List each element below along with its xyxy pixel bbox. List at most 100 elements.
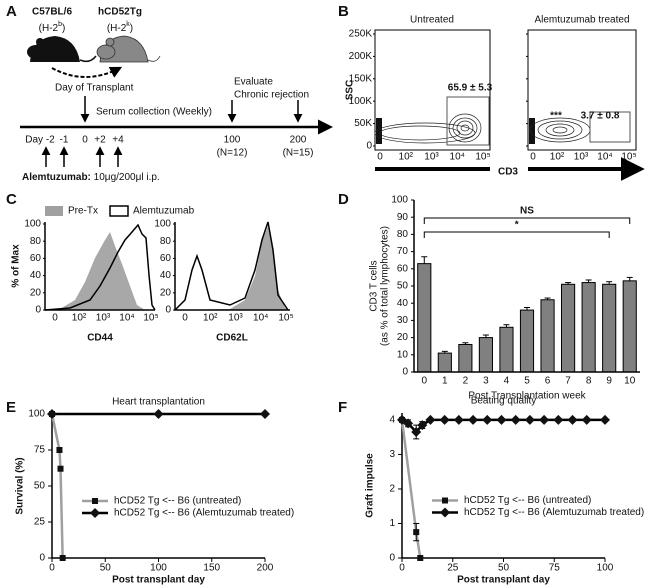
mouse-gray [96,35,161,63]
y-tick-label: 100 [28,409,45,420]
x-tick-label: 100 [597,563,614,574]
y-tick-label: 0 [389,553,395,564]
mouse-black [27,36,97,63]
n-label: (N=12) [217,148,248,159]
x-tick-label: 10⁴ [597,152,612,163]
histogram [45,232,145,310]
y-tick-label: 1 [389,518,395,529]
y-tick-label: 4 [389,415,395,426]
panel-label: B [338,3,349,20]
marker [56,447,63,453]
marker [581,414,592,425]
panel-label: E [6,399,16,416]
marker [600,414,610,425]
marker [153,409,164,419]
x-tick-label: 0 [399,563,405,574]
hap-end: ) [130,23,133,34]
x-tick-label: 10 [624,376,636,387]
x-tick-label: 10⁵ [143,313,158,324]
x-tick-label: 0 [49,563,55,574]
y-tick-label: 80 [397,229,409,240]
gate [446,96,490,146]
marker [425,414,436,425]
bar [561,283,576,373]
y-tick-label: 20 [397,332,409,343]
y-tick-label: 50 [397,281,409,292]
panel-c: C Pre-Tx Alemtuzumab % of Max CD44 CD62L… [6,191,294,344]
marker [468,414,479,425]
marker [59,555,66,561]
histogram [174,221,289,311]
x-tick-label: 10⁵ [621,152,636,163]
y-axis-label: Survival (%) [15,457,26,514]
y-tick-label: 0 [366,141,372,152]
y-tick-label: 40 [160,270,172,281]
x-tick-label: 10⁴ [119,313,134,324]
timeline-labels: Day -2 -1 0 +2 +4 100 200 [25,135,307,146]
x-tick-label: 10³ [96,313,111,324]
bar [499,326,514,373]
legend-marker [442,497,448,504]
y-tick-label: 150K [349,73,373,84]
plot-title: Untreated [410,15,454,26]
plot-frame [374,29,491,151]
evaluate-label: Evaluate [234,77,273,88]
x-tick-label: 10² [399,152,414,163]
x-tick-label: 7 [565,376,571,387]
drug: Alemtuzumab: [22,172,91,183]
y-tick-label: 80 [30,236,42,247]
bar [602,283,617,373]
x-tick-label: 10² [550,152,565,163]
y-tick-label: 10 [397,349,409,360]
marker [510,414,521,425]
bar [417,263,432,373]
x-tick-label: 50 [100,563,112,574]
gate-value: 65.9 ± 5.3 [448,83,493,94]
y-tick-label: 80 [160,236,172,247]
y-tick-label: 200K [349,51,373,62]
panel-label: F [338,399,347,416]
bar [458,343,473,373]
y-axis-label: % of Max [11,244,22,288]
marker [57,465,64,472]
x-tick-label: 5 [524,376,530,387]
bar [478,337,493,373]
panel-label: D [338,191,349,208]
n-label: (N=15) [283,148,314,159]
contours [374,113,591,144]
hap: (H-2 [107,23,127,34]
y-tick-label: 90 [397,212,409,223]
y-tick-label: 30 [397,315,409,326]
marker [482,414,493,425]
marker [403,418,414,429]
legend-marker [440,507,450,518]
y-axis-label: (as % of total lymphocytes) [380,226,391,346]
y-tick-label: 50K [354,118,372,129]
x-tick-label: 0 [52,313,58,324]
dose: 10μg/200μl i.p. [91,172,160,183]
x-tick-label: 200 [257,563,274,574]
y-tick-label: 60 [397,263,409,274]
marker [411,426,422,437]
timeline-label: 100 [224,135,241,146]
y-tick-label: 25 [34,517,46,528]
legend-marker [92,498,98,504]
marker [417,555,424,561]
timeline-label: 0 [82,135,88,146]
drug-label: Alemtuzumab: 10μg/200μl i.p. [22,172,160,183]
bracket [423,231,610,238]
y-tick-label: 20 [160,287,172,298]
bar [437,352,452,373]
donor-haplotype: (H-2b) [39,21,66,33]
plot-frame [527,29,637,151]
chart-title: Heart transplantation [112,397,205,408]
timeline-label: +2 [94,135,106,146]
hap-sup: b [58,21,62,28]
histogram [175,226,290,310]
legend-label: hCD52 Tg <-- B6 (untreated) [114,496,241,507]
transplant-label: Day of Transplant [55,83,134,94]
recipient-name: hCD52Tg [98,7,142,18]
marker [539,414,550,425]
